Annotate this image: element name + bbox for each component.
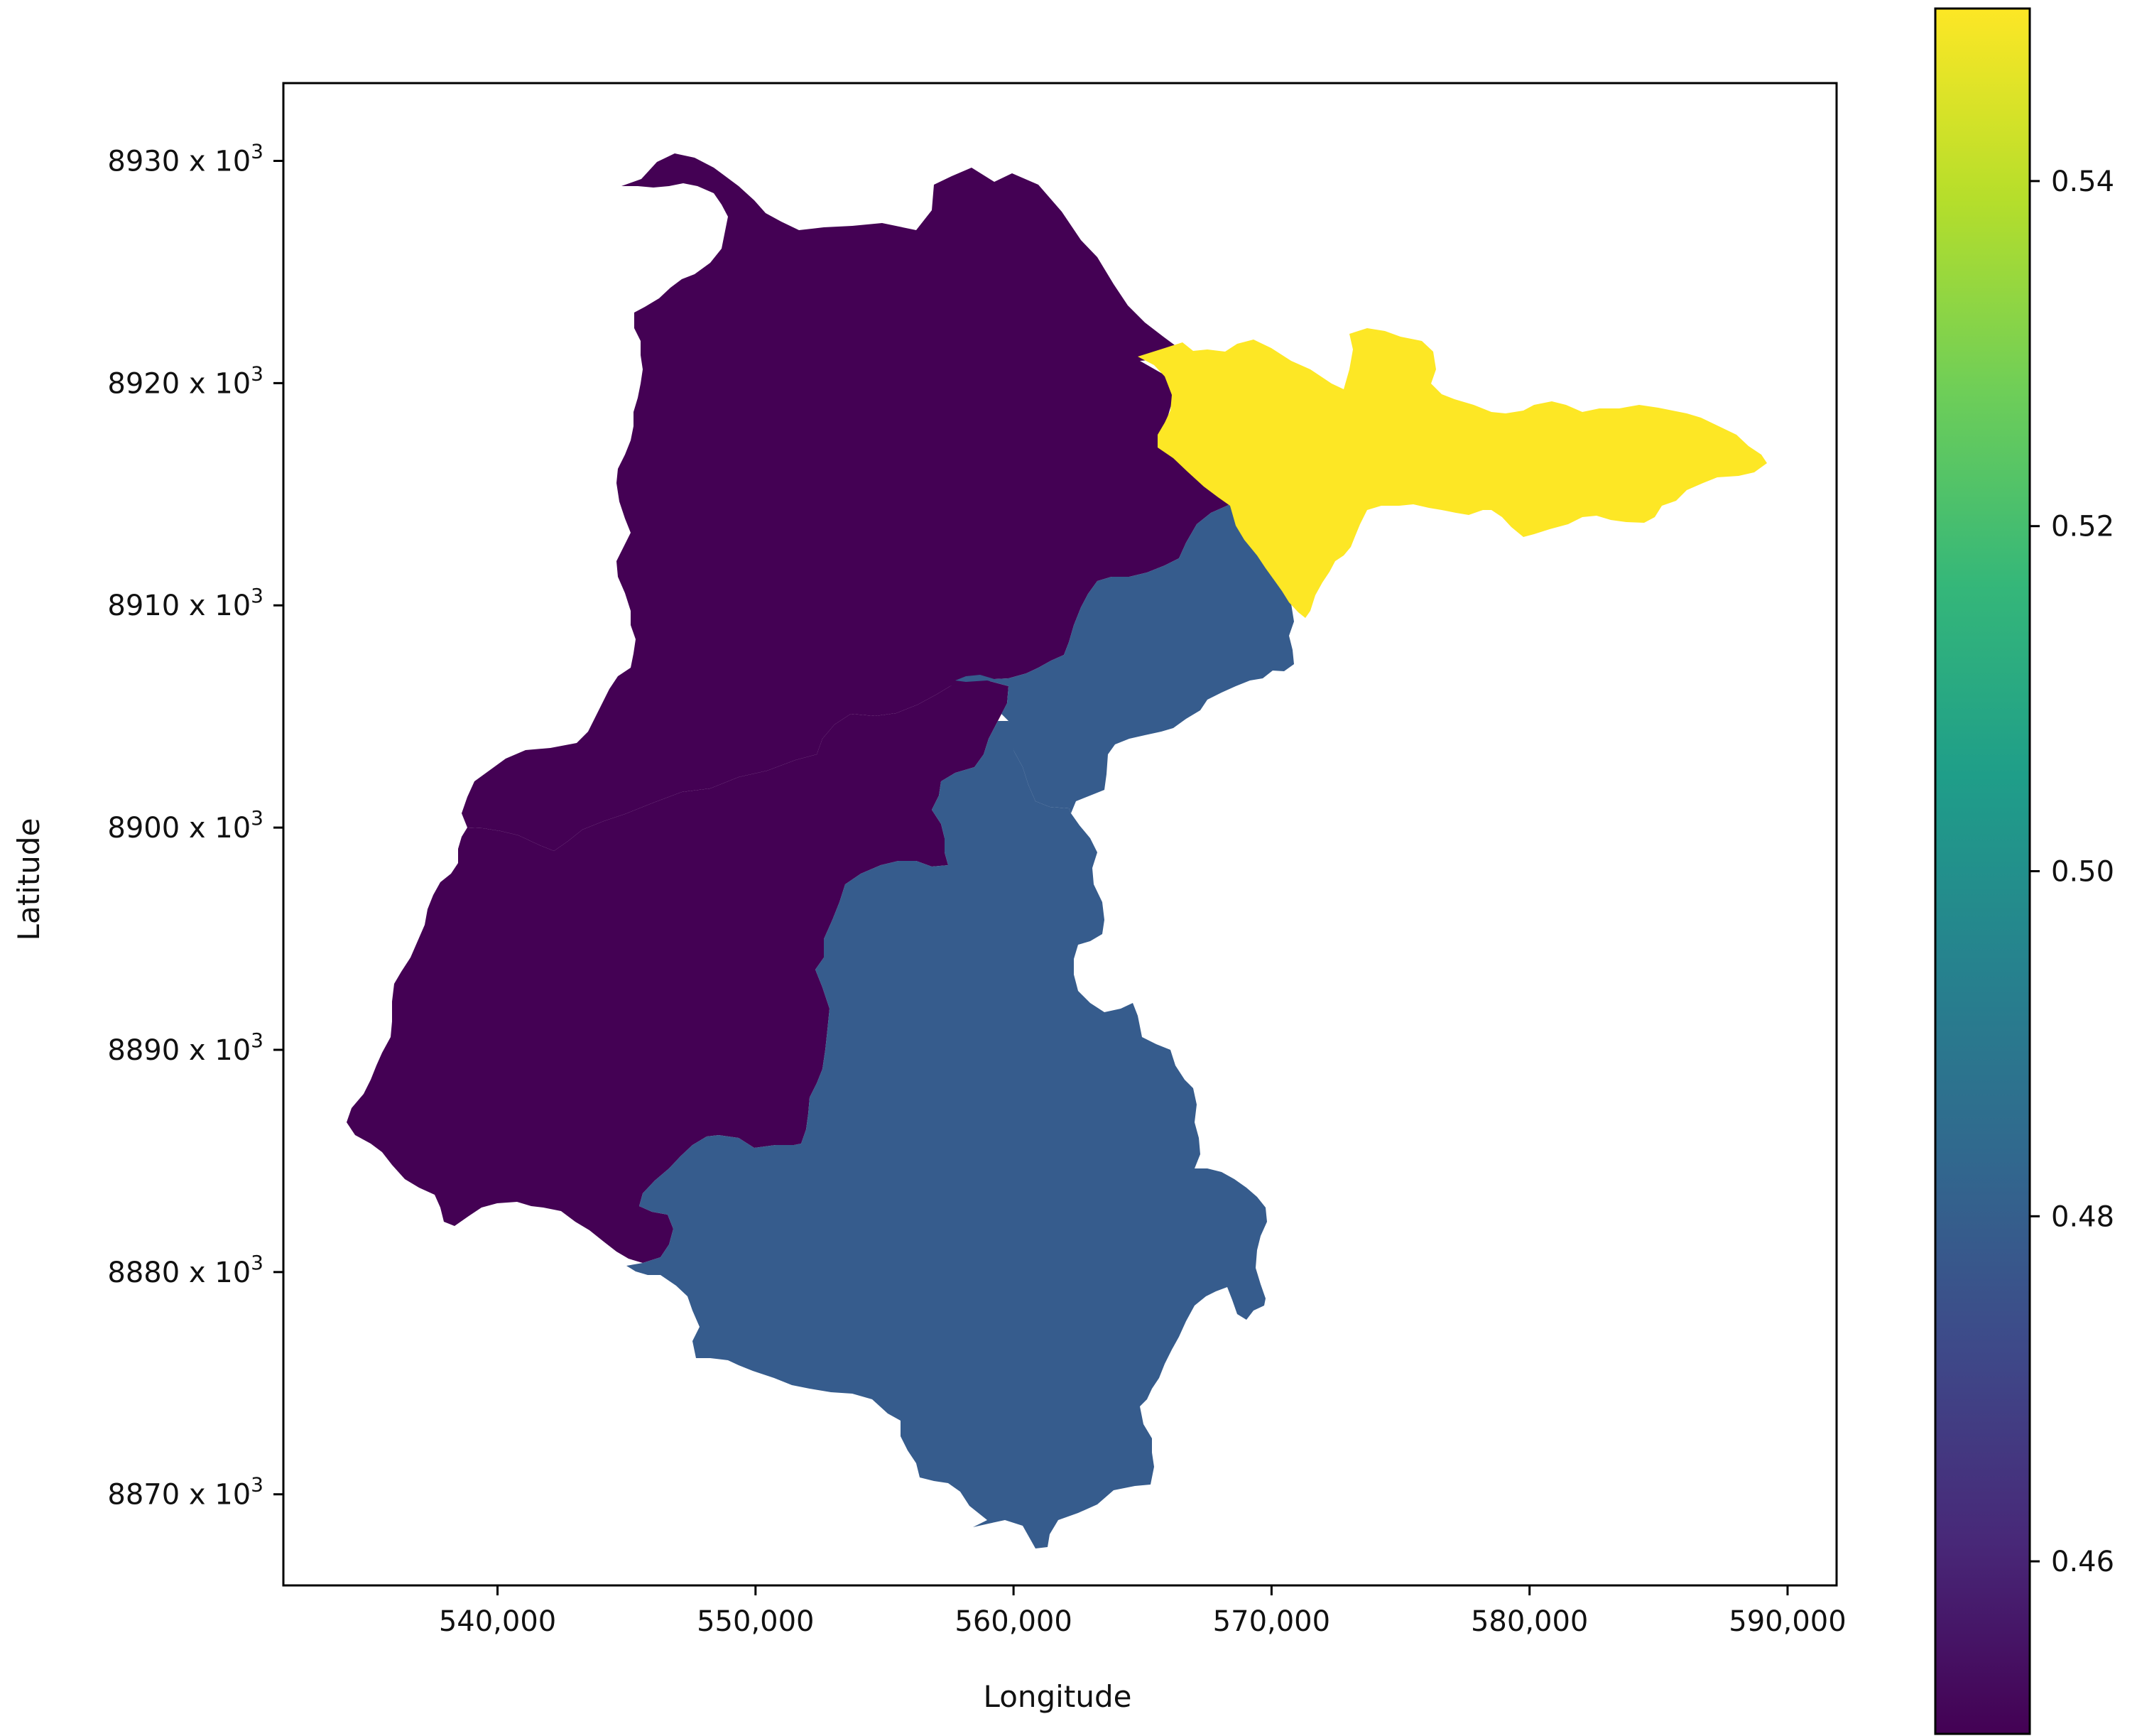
y-tick-label: 8920 x 103 (107, 362, 263, 400)
y-tick-label: 8930 x 103 (107, 140, 263, 178)
y-tick-label: 8880 x 103 (107, 1251, 263, 1289)
colorbar (1934, 7, 2031, 1735)
region-north-basin (462, 153, 1230, 851)
colorbar-tick-label: 0.46 (2051, 1546, 2114, 1578)
y-tick-label: 8890 x 103 (107, 1029, 263, 1067)
region-southeast-basin (626, 721, 1267, 1548)
y-tick-label: 8900 x 103 (107, 806, 263, 845)
region-east-basin (955, 504, 1294, 813)
y-tick-label: 8910 x 103 (107, 584, 263, 622)
map-axes-frame (282, 82, 1838, 1587)
colorbar-ticks: 0.46 0.48 0.50 0.52 0.54 (2030, 166, 2114, 1578)
region-southwest-basin (347, 680, 1008, 1263)
y-tick-label: 8870 x 103 (107, 1473, 263, 1512)
y-axis-ticks: 8870 x 103 8880 x 103 8890 x 103 8900 x 103… (107, 140, 283, 1512)
colorbar-tick-label: 0.54 (2051, 166, 2114, 198)
x-tick-label: 560,000 (955, 1605, 1072, 1638)
x-axis-ticks: 540,000 550,000 560,000 570,000 580,000 590,0… (439, 1585, 1847, 1638)
y-axis-label: Latitude (11, 818, 46, 941)
x-tick-label: 590,000 (1729, 1605, 1846, 1638)
colorbar-tick-label: 0.48 (2051, 1200, 2114, 1233)
x-tick-label: 570,000 (1213, 1605, 1330, 1638)
x-tick-label: 550,000 (697, 1605, 814, 1638)
map-regions (347, 153, 1767, 1548)
x-axis-label: Longitude (984, 1679, 1132, 1714)
x-tick-label: 540,000 (439, 1605, 556, 1638)
x-tick-label: 580,000 (1471, 1605, 1588, 1638)
colorbar-tick-label: 0.50 (2051, 856, 2114, 889)
colorbar-tick-label: 0.52 (2051, 511, 2114, 543)
region-northeast-basin (1138, 328, 1767, 618)
